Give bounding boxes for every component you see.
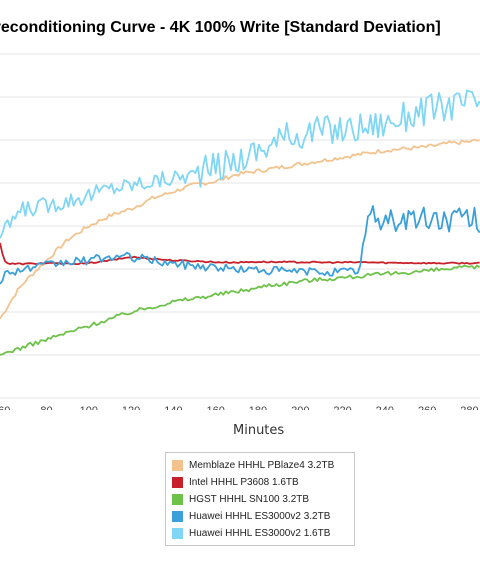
legend-swatch	[172, 511, 183, 522]
plot-area: 60 80 100 120 140 160 180 200 220 240 260 280	[0, 53, 480, 410]
legend-item: HGST HHHL SN100 3.2TB	[172, 491, 354, 508]
x-tick-label: 280	[460, 405, 478, 410]
legend-swatch	[172, 528, 183, 539]
x-tick-label: 80	[40, 405, 52, 410]
legend-label: Huawei HHHL ES3000v2 3.2TB	[189, 511, 331, 522]
x-tick-label: 100	[80, 405, 98, 410]
x-axis-label-text: Minutes	[233, 423, 285, 438]
x-axis-label: Minutes	[0, 423, 480, 443]
x-tick-label: 140	[164, 405, 182, 410]
legend-item: Intel HHHL P3608 1.6TB	[172, 474, 354, 491]
x-tick-label: 160	[207, 405, 225, 410]
x-tick-label: 260	[418, 405, 436, 410]
series-line	[0, 89, 480, 239]
legend-label: Intel HHHL P3608 1.6TB	[189, 477, 299, 488]
legend-item: Huawei HHHL ES3000v2 1.6TB	[172, 525, 354, 542]
x-tick-label: 180	[249, 405, 267, 410]
series-line	[0, 205, 480, 285]
x-tick-label: 220	[333, 405, 351, 410]
legend-item: Huawei HHHL ES3000v2 3.2TB	[172, 508, 354, 525]
legend-swatch	[172, 494, 183, 505]
legend-label: Memblaze HHHL PBlaze4 3.2TB	[189, 460, 335, 471]
series-line	[0, 138, 480, 320]
legend-label: Huawei HHHL ES3000v2 1.6TB	[189, 528, 331, 539]
x-tick-label: 120	[122, 405, 140, 410]
x-tick-label: 60	[0, 405, 10, 410]
series-line	[0, 242, 480, 266]
legend-label: HGST HHHL SN100 3.2TB	[189, 494, 310, 505]
legend-item: Memblaze HHHL PBlaze4 3.2TB	[172, 457, 354, 474]
chart-title: Preconditioning Curve - 4K 100% Write [S…	[0, 0, 480, 40]
chart-title-text: Preconditioning Curve - 4K 100% Write [S…	[0, 19, 441, 36]
x-tick-label: 240	[376, 405, 394, 410]
legend-swatch	[172, 460, 183, 471]
x-tick-label: 200	[291, 405, 309, 410]
series-line	[0, 264, 480, 356]
legend: Memblaze HHHL PBlaze4 3.2TB Intel HHHL P3…	[165, 452, 355, 546]
legend-swatch	[172, 477, 183, 488]
